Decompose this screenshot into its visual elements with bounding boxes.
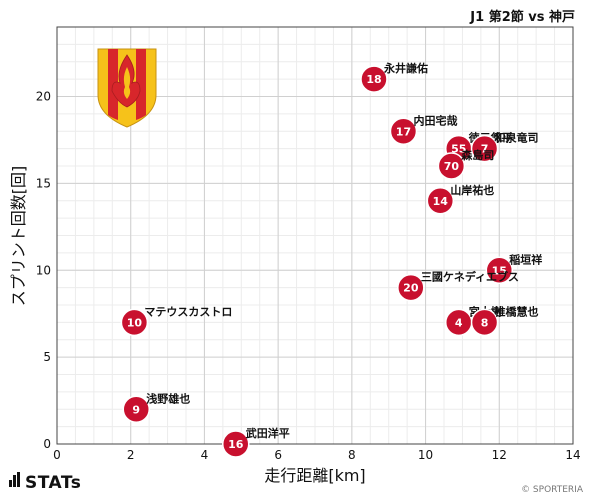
player-marker [437,152,466,180]
player-number: 55 [451,143,466,156]
player-marker [360,65,388,93]
player-marker [470,308,499,337]
player-number: 17 [396,125,411,138]
player-number: 16 [228,438,244,451]
x-tick-label: 10 [418,448,433,462]
x-tick-label: 4 [201,448,209,462]
y-tick-label: 0 [43,437,51,451]
plot-area [56,26,574,445]
player-number: 10 [127,316,143,329]
player-name: 武田洋平 [246,426,290,440]
player-marker [222,430,250,458]
player-name: 浅野雄也 [146,391,190,405]
y-tick-label: 5 [43,350,51,364]
player-name: 山岸祐也 [450,183,494,197]
club-crest-icon [97,48,157,128]
player-marker [485,256,514,284]
player-marker [389,117,418,145]
x-tick-label: 2 [127,448,135,462]
y-tick-labels: 0 5 10 15 20 [36,90,51,452]
player-name: 内田宅哉 [413,113,457,127]
match-title: J1 第2節 vs 神戸 [469,9,575,25]
player-name: 和泉竜司 [495,131,539,145]
player-number: 20 [403,282,419,295]
y-tick-label: 10 [36,263,51,277]
player-number: 9 [132,403,140,416]
player-marker [397,273,425,302]
player-marker [120,308,149,337]
player-name: 三國ケネディエブス [421,270,519,284]
player-name: 椎橋慧也 [494,304,539,318]
player-name: マテウスカストロ [144,305,232,318]
brand-name: STATs [25,473,81,493]
x-tick-label: 8 [348,448,356,462]
x-tick-label: 0 [53,448,61,462]
player-number: 4 [455,316,463,329]
stats-brand: STATs [9,472,81,493]
x-tick-labels: 0 2 4 6 8 10 12 14 [53,448,580,462]
x-tick-label: 6 [274,448,282,462]
credit-text: © SPORTERIA [521,485,584,495]
x-axis-title: 走行距離[km] [264,466,365,485]
player-number: 8 [481,316,489,329]
player-name: 稲垣祥 [509,252,542,266]
y-axis-title: スプリント回数[回] [9,166,28,307]
player-number: 18 [366,73,381,86]
stats-bars-icon [9,472,20,487]
y-tick-label: 20 [36,90,51,104]
y-tick-label: 15 [36,176,51,190]
player-number: 15 [492,264,507,277]
player-marker [470,134,499,163]
x-tick-label: 12 [492,448,507,462]
player-number: 14 [433,195,449,208]
x-tick-label: 14 [565,448,580,462]
player-name: 永井謙佑 [383,61,428,75]
player-marker [426,187,455,215]
player-marker [122,395,150,423]
player-number: 7 [481,143,489,156]
player-name: 森島司 [461,148,494,162]
player-number: 70 [444,160,460,173]
data-points: 18永井謙佑17内田宅哉55徳元悠平7和泉竜司70森島司14山岸祐也15稲垣祥2… [120,61,542,458]
